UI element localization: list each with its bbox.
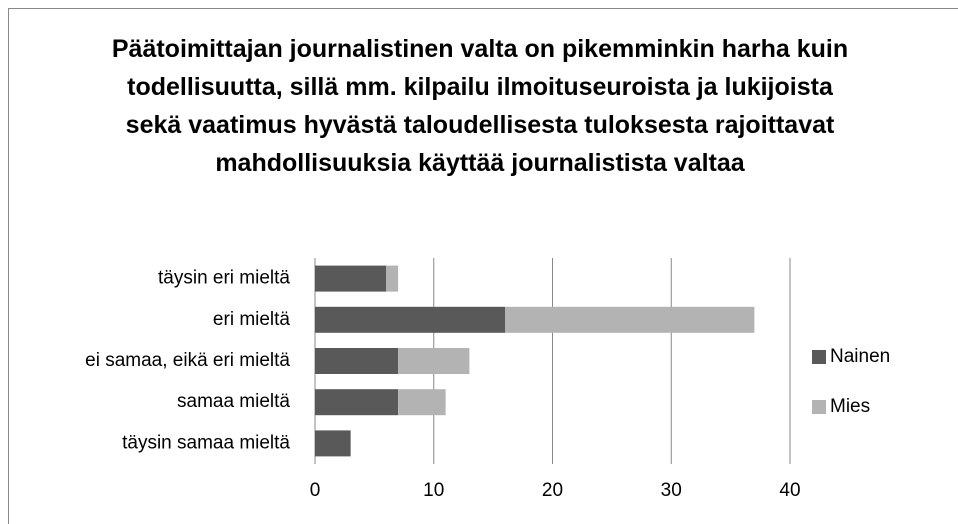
bar bbox=[315, 389, 399, 416]
y-tick-label: samaa mieltä bbox=[177, 391, 290, 412]
y-tick-label: eri mieltä bbox=[213, 309, 291, 330]
bar bbox=[386, 265, 399, 292]
y-tick-label: täysin samaa mieltä bbox=[122, 432, 290, 453]
chart-border bbox=[8, 8, 958, 524]
legend-label: Nainen bbox=[830, 346, 890, 367]
chart-title: Päätoimittajan journalistinen valta on p… bbox=[111, 35, 849, 177]
bar bbox=[398, 389, 446, 416]
legend-swatch bbox=[812, 400, 826, 414]
legend-swatch bbox=[812, 350, 826, 364]
x-tick-label: 30 bbox=[661, 480, 682, 501]
x-tick-label: 40 bbox=[779, 480, 800, 501]
y-tick-label: ei samaa, eikä eri mieltä bbox=[85, 350, 290, 371]
bar bbox=[315, 348, 399, 374]
bar bbox=[505, 306, 755, 333]
bar bbox=[315, 306, 505, 333]
x-tick-label: 0 bbox=[310, 480, 321, 501]
legend-label: Mies bbox=[830, 396, 870, 417]
bar bbox=[398, 348, 470, 374]
y-tick-label: täysin eri mieltä bbox=[158, 268, 290, 289]
bar bbox=[315, 265, 387, 292]
x-tick-label: 20 bbox=[542, 480, 563, 501]
x-tick-label: 10 bbox=[423, 480, 444, 501]
bar bbox=[315, 430, 351, 457]
